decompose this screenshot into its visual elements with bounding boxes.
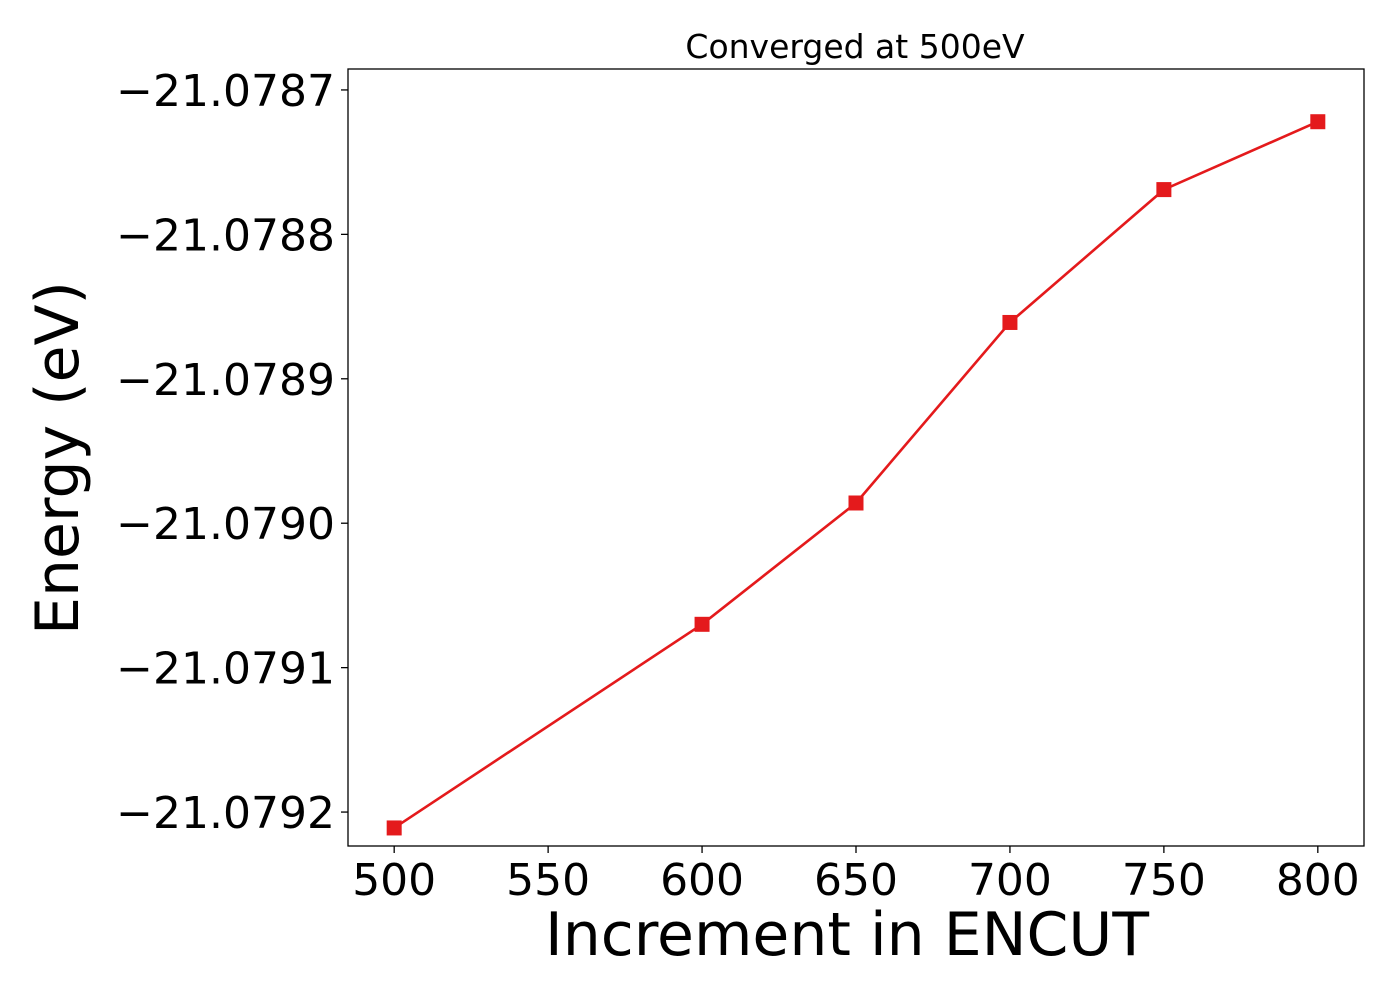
x-axis-ticks: 500 550 600 650 700 750 800	[352, 846, 1360, 906]
y-axis-ticks: −21.0787 −21.0788 −21.0789 −21.0790 −21.0791…	[116, 66, 348, 839]
y-tick-label: −21.0792	[116, 788, 335, 839]
series-line	[393, 120, 1319, 829]
x-tick-label: 700	[968, 855, 1052, 906]
data-point	[1156, 182, 1172, 198]
y-tick-label: −21.0788	[116, 210, 335, 261]
y-axis-label: Energy (eV)	[23, 281, 93, 635]
data-point	[848, 495, 864, 511]
x-tick-label: 650	[814, 855, 898, 906]
plot-area	[386, 114, 1326, 836]
plot-frame	[347, 68, 1365, 847]
chart-title: Converged at 500eV	[685, 27, 1025, 66]
x-tick-label: 600	[660, 855, 744, 906]
y-tick-label: −21.0787	[116, 66, 335, 117]
y-tick-label: −21.0790	[116, 499, 335, 550]
y-tick-label: −21.0789	[116, 355, 335, 406]
x-axis-label: Increment in ENCUT	[545, 900, 1149, 970]
data-point	[694, 616, 710, 632]
y-tick-label: −21.0791	[116, 644, 335, 695]
data-point	[1310, 114, 1326, 130]
x-tick-label: 800	[1276, 855, 1360, 906]
x-tick-label: 550	[506, 855, 590, 906]
x-tick-label: 750	[1122, 855, 1206, 906]
data-point	[1002, 314, 1018, 330]
data-point	[386, 820, 402, 836]
x-tick-label: 500	[352, 855, 436, 906]
